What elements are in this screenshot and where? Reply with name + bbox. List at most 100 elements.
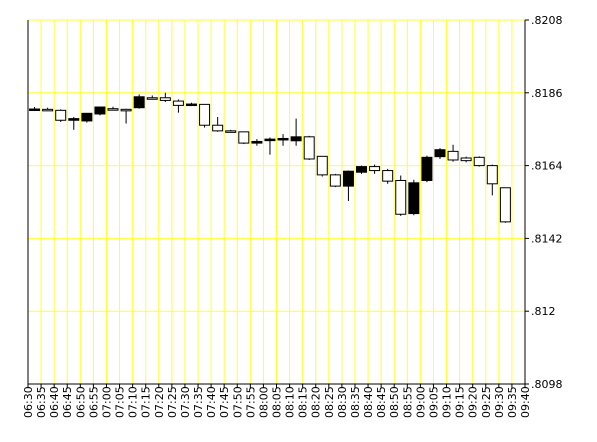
x-tick-label: 07:00: [100, 386, 113, 418]
x-tick-label: 06:35: [35, 386, 48, 418]
candle-body: [447, 150, 459, 161]
candle-body: [133, 96, 145, 109]
candle-body: [486, 165, 498, 185]
x-tick-label: 08:10: [284, 386, 297, 418]
x-tick-label: 09:20: [467, 386, 480, 418]
candle-body: [55, 109, 67, 121]
candle-body: [342, 170, 354, 187]
candle-09:20: [473, 156, 485, 167]
candle-08:50: [395, 175, 407, 216]
candle-06:30: [29, 107, 41, 112]
candle-body: [94, 106, 106, 115]
x-tick-label: 09:05: [427, 386, 440, 418]
candle-body: [382, 170, 394, 182]
x-tick-label: 07:40: [205, 386, 218, 418]
candle-07:20: [159, 92, 171, 103]
x-tick-label: 07:35: [192, 386, 205, 418]
candle-08:00: [264, 137, 276, 155]
candle-body: [81, 112, 93, 122]
candle-08:40: [369, 164, 381, 174]
candle-body: [42, 108, 54, 112]
candle-body: [369, 166, 381, 172]
x-tick-label: 06:55: [87, 386, 100, 418]
candle-body: [146, 97, 158, 100]
x-tick-label: 07:55: [244, 386, 257, 418]
candle-07:45: [225, 129, 237, 133]
candle-body: [460, 157, 472, 162]
candle-body: [408, 182, 420, 215]
candle-body: [303, 136, 315, 160]
x-tick-label: 07:10: [127, 386, 140, 418]
candle-08:10: [290, 118, 302, 146]
y-axis-labels: .8208 .8186 .8164 .8142 .812 .8098: [531, 14, 563, 391]
chart-candles: [29, 92, 511, 223]
candle-06:45: [68, 116, 80, 130]
candle-06:55: [94, 106, 106, 116]
candle-body: [499, 187, 511, 223]
candle-08:20: [316, 155, 328, 177]
candle-08:45: [382, 168, 394, 184]
candle-09:15: [460, 156, 472, 163]
y-tick-label: .8098: [531, 378, 563, 391]
x-axis-labels: 06:30 06:35 06:40 06:45 06:50 06:55 07:00 07:05…: [22, 386, 532, 418]
x-tick-label: 08:05: [271, 386, 284, 418]
candle-09:30: [499, 187, 511, 223]
x-tick-label: 08:25: [323, 386, 336, 418]
x-tick-label: 09:00: [414, 386, 427, 418]
x-tick-label: 08:30: [336, 386, 349, 418]
candle-body: [107, 108, 119, 111]
x-tick-label: 09:25: [480, 386, 493, 418]
candle-07:55: [251, 139, 263, 146]
candle-07:40: [212, 116, 224, 132]
x-tick-label: 08:15: [297, 386, 310, 418]
candle-body: [264, 138, 276, 142]
candle-body: [185, 103, 197, 107]
x-tick-label: 08:20: [310, 386, 323, 418]
candle-body: [251, 140, 263, 144]
candle-body: [277, 137, 289, 141]
x-tick-label: 07:25: [166, 386, 179, 418]
candle-body: [421, 156, 433, 181]
candle-07:10: [133, 94, 145, 109]
x-tick-label: 07:45: [218, 386, 231, 418]
candle-07:50: [238, 131, 250, 145]
x-tick-label: 07:20: [153, 386, 166, 418]
candle-body: [473, 156, 485, 167]
candle-08:35: [356, 165, 368, 174]
x-tick-label: 09:10: [441, 386, 454, 418]
x-tick-label: 06:30: [22, 386, 35, 418]
candle-body: [120, 108, 132, 112]
candle-body: [159, 97, 171, 101]
x-tick-label: 08:35: [349, 386, 362, 418]
candle-07:00: [107, 106, 119, 111]
candle-09:25: [486, 164, 498, 196]
candle-body: [199, 103, 211, 126]
candle-body: [395, 179, 407, 215]
candle-08:25: [329, 173, 341, 188]
x-tick-label: 07:30: [179, 386, 192, 418]
candle-body: [212, 124, 224, 132]
candle-06:35: [42, 107, 54, 112]
x-tick-label: 09:15: [454, 386, 467, 418]
y-tick-label: .8186: [531, 87, 563, 100]
candle-07:25: [172, 99, 184, 113]
candle-07:30: [185, 102, 197, 107]
candle-07:05: [120, 108, 132, 124]
y-tick-label: .8208: [531, 14, 563, 27]
y-tick-label: .8142: [531, 232, 563, 245]
candle-08:15: [303, 135, 315, 160]
candle-08:30: [342, 170, 354, 202]
x-tick-label: 09:30: [493, 386, 506, 418]
candle-body: [238, 131, 250, 144]
x-tick-label: 08:55: [401, 386, 414, 418]
candle-body: [290, 136, 302, 142]
x-tick-label: 09:35: [506, 386, 519, 418]
y-tick-label: .8164: [531, 160, 563, 173]
candle-body: [29, 108, 41, 112]
candle-body: [68, 118, 80, 121]
x-tick-label: 07:05: [114, 386, 127, 418]
candle-09:00: [421, 155, 433, 183]
x-tick-label: 08:40: [362, 386, 375, 418]
candle-body: [316, 155, 328, 176]
candle-body: [356, 166, 368, 173]
